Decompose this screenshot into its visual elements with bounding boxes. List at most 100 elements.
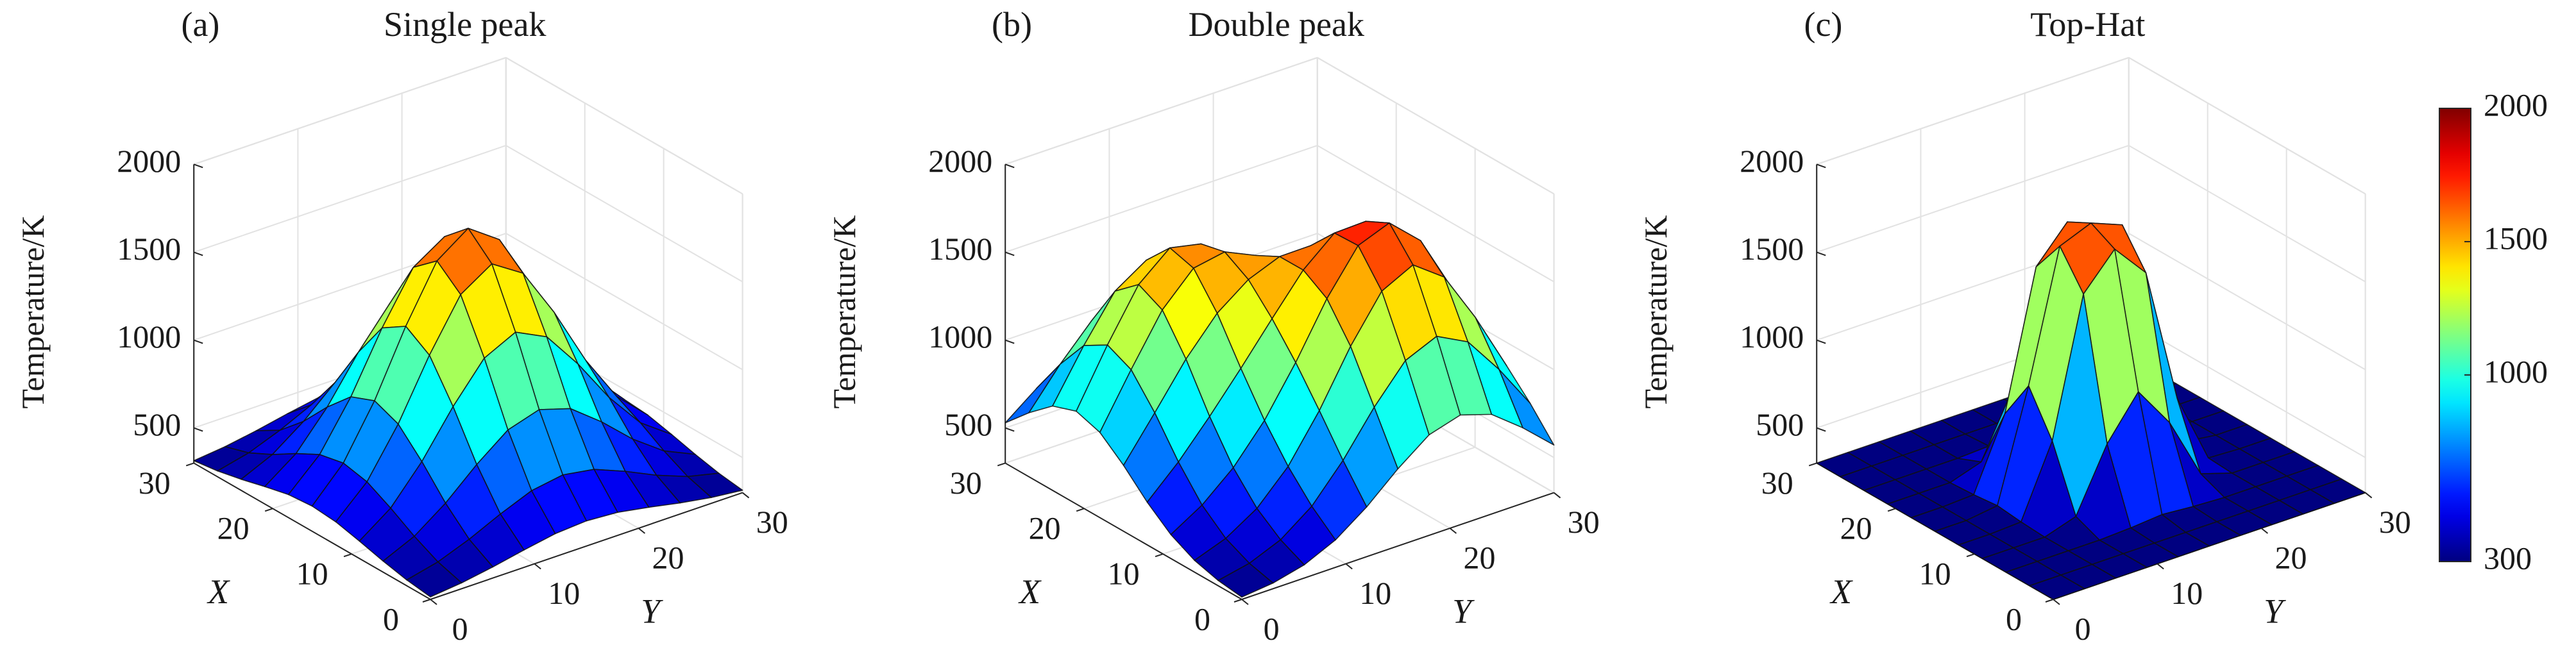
tick-mark (193, 163, 203, 169)
grid-line (1816, 145, 2130, 253)
colorbar-tick-label: 1500 (2484, 220, 2548, 256)
grid-line (193, 56, 507, 165)
x-axis-label: X (207, 572, 230, 611)
tick-mark (1004, 251, 1015, 256)
tick-mark (2053, 599, 2060, 605)
z-tick-label: 500 (1756, 406, 1804, 442)
x-tick-label: 10 (1919, 555, 1951, 591)
y-tick-label: 30 (2379, 504, 2411, 540)
grid-line (193, 145, 507, 253)
grid-line (505, 145, 743, 283)
x-axis (1004, 462, 1242, 600)
surface-panel: 500 1000 1500 2000 0 10 20 30 0 10 20 30 X Y Temperatu… (826, 5, 1600, 647)
panel-label: (c) (1804, 5, 1842, 44)
z-tick-label: 1500 (117, 231, 181, 267)
y-tick-label: 10 (548, 575, 580, 611)
z-tick-label: 1000 (1740, 319, 1804, 355)
y-tick-label: 20 (652, 540, 684, 576)
surface-panel: 500 1000 1500 2000 0 10 20 30 0 10 20 30 X Y Temperatu… (1638, 5, 2411, 647)
z-tick-label: 1500 (928, 231, 992, 267)
chart-title: Top-Hat (2030, 5, 2145, 44)
grid-line (2128, 57, 2366, 195)
x-axis-label: X (1829, 572, 1853, 611)
z-tick-label: 2000 (928, 143, 992, 179)
panel-label: (a) (181, 5, 219, 44)
grid-line (505, 57, 743, 195)
y-tick-label: 20 (1463, 540, 1495, 576)
x-tick-label: 30 (139, 465, 171, 501)
y-tick-label: 0 (2075, 611, 2091, 647)
tick-mark (638, 528, 646, 534)
grid-line (1317, 145, 1555, 283)
tick-mark (1155, 553, 1164, 558)
tick-mark (1966, 553, 1975, 558)
surface-face (1217, 562, 1274, 598)
panel-label: (b) (992, 5, 1032, 44)
z-axis-label: Temperature/K (15, 215, 51, 409)
z-tick-label: 2000 (117, 143, 181, 179)
z-tick-label: 1000 (117, 319, 181, 355)
x-tick-label: 0 (1194, 601, 1210, 637)
tick-mark (2364, 492, 2373, 499)
tick-mark (1808, 462, 1817, 467)
tick-mark (1345, 563, 1353, 570)
tick-mark (1241, 599, 1249, 605)
grid-line (2128, 233, 2366, 371)
x-tick-label: 10 (296, 555, 328, 591)
surface-face (2029, 574, 2085, 600)
x-tick-label: 0 (2006, 601, 2022, 637)
tick-mark (1076, 508, 1085, 512)
y-tick-label: 10 (2171, 575, 2203, 611)
chart-title: Double peak (1189, 5, 1364, 44)
y-axis-label: Y (641, 592, 663, 631)
tick-mark (1449, 528, 1457, 534)
tick-mark (2045, 599, 2054, 603)
tick-mark (1816, 251, 1826, 256)
tick-mark (193, 339, 203, 344)
y-tick-label: 10 (1359, 575, 1391, 611)
z-tick-label: 1000 (928, 319, 992, 355)
tick-mark (430, 599, 437, 605)
tick-mark (264, 508, 273, 512)
tick-mark (1233, 599, 1242, 603)
grid-line (1317, 57, 1555, 195)
tick-mark (1887, 508, 1896, 512)
y-tick-label: 30 (1568, 504, 1600, 540)
tick-mark (1816, 427, 1826, 432)
x-tick-label: 20 (1840, 510, 1872, 546)
tick-mark (185, 462, 194, 467)
grid-line (2128, 321, 2366, 458)
y-tick-label: 30 (756, 504, 788, 540)
colorbar (2439, 108, 2471, 562)
grid-line (2128, 145, 2366, 283)
x-axis (193, 462, 431, 600)
tick-mark (741, 492, 750, 499)
colorbar-tick-label: 1000 (2484, 353, 2548, 389)
x-axis-label: X (1018, 572, 1042, 611)
chart-title: Single peak (384, 5, 546, 44)
grid-line (1816, 56, 2130, 165)
z-tick-label: 500 (133, 406, 181, 442)
y-tick-label: 0 (452, 611, 468, 647)
surface-panel: 500 1000 1500 2000 0 10 20 30 0 10 20 30 X Y Temperatu… (15, 5, 788, 647)
tick-mark (193, 427, 203, 432)
tick-mark (343, 553, 352, 558)
y-tick-label: 0 (1264, 611, 1280, 647)
z-tick-label: 500 (944, 406, 992, 442)
x-tick-label: 30 (950, 465, 982, 501)
tick-mark (1004, 339, 1015, 344)
tick-mark (997, 462, 1006, 467)
z-axis-label: Temperature/K (1638, 215, 1674, 409)
tick-mark (2157, 563, 2164, 570)
colorbar-tick-label: 2000 (2484, 87, 2548, 122)
surface-face (406, 561, 462, 597)
tick-mark (1816, 163, 1826, 169)
tick-mark (2260, 528, 2269, 534)
x-tick-label: 20 (217, 510, 250, 546)
colorbar-tick-label: 300 (2484, 540, 2532, 576)
tick-mark (1004, 427, 1015, 432)
x-tick-label: 10 (1108, 555, 1140, 591)
x-tick-label: 20 (1029, 510, 1061, 546)
